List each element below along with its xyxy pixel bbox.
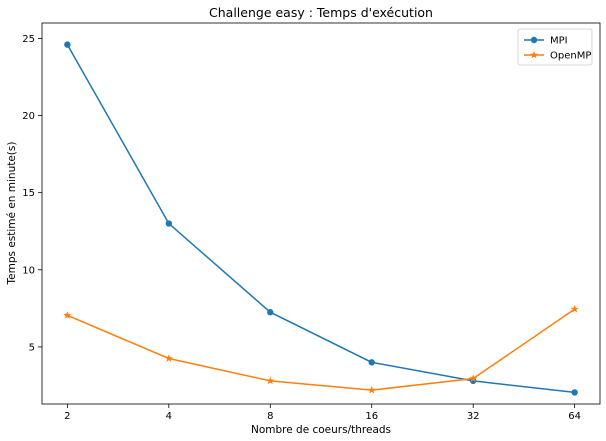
x-tick-label: 2 (64, 411, 70, 422)
legend (517, 28, 593, 66)
legend-marker-mpi (530, 36, 538, 44)
legend-label-openmp: OpenMP (550, 51, 591, 62)
plot-area: 2 4 8 16 32 64 5 10 15 20 25 MPI OpenMP (22, 22, 601, 422)
plot-frame (41, 22, 601, 405)
data-point-mpi (571, 389, 578, 396)
data-point-mpi (64, 41, 71, 48)
y-tick-label: 20 (22, 111, 35, 122)
x-tick-label: 8 (267, 411, 273, 422)
series-line-openmp (67, 308, 576, 391)
data-point-openmp (469, 374, 478, 382)
legend-marker-openmp (530, 50, 538, 59)
x-tick-label: 16 (365, 411, 378, 422)
data-point-mpi (267, 309, 274, 316)
data-point-openmp (164, 354, 173, 362)
data-point-openmp (570, 304, 579, 313)
data-point-openmp (63, 311, 72, 319)
data-point-openmp (367, 385, 376, 394)
series-line-mpi (66, 44, 575, 394)
y-axis-label: Temps estimé en minute(s) (6, 142, 18, 286)
y-tick-label: 25 (22, 34, 35, 45)
y-tick-label: 5 (29, 342, 35, 353)
data-point-openmp (266, 376, 275, 385)
x-tick-label: 4 (166, 411, 172, 422)
y-tick-label: 10 (22, 265, 35, 276)
x-axis-label: Nombre de coeurs/threads (251, 424, 391, 436)
x-tick-label: 32 (467, 411, 480, 422)
legend-label-mpi: MPI (550, 36, 568, 47)
y-tick-label: 15 (22, 188, 35, 199)
data-point-mpi (165, 220, 173, 227)
x-tick-label: 64 (568, 411, 581, 422)
data-point-mpi (368, 359, 375, 366)
chart-title: Challenge easy : Temps d'exécution (209, 5, 433, 20)
